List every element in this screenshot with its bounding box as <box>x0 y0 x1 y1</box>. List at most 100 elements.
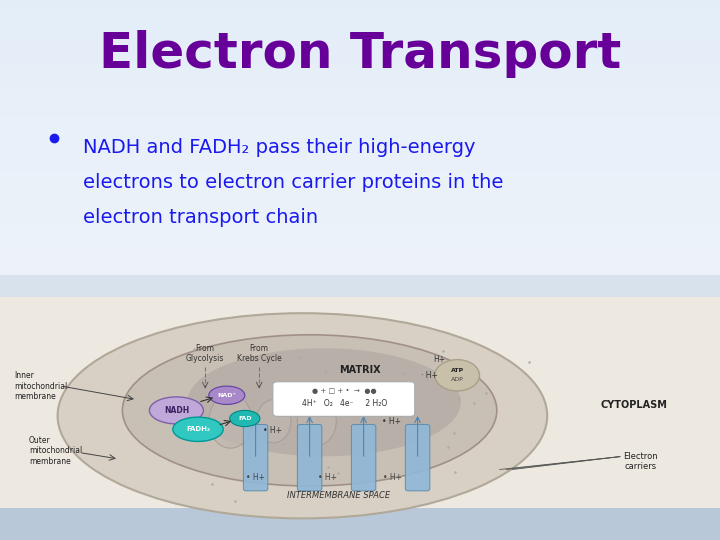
FancyBboxPatch shape <box>243 424 268 491</box>
Bar <box>0 207 720 216</box>
Ellipse shape <box>209 386 245 404</box>
Bar <box>0 180 720 189</box>
Bar <box>0 324 720 333</box>
Bar <box>0 270 720 279</box>
Bar <box>0 504 720 513</box>
Bar <box>0 297 720 535</box>
Ellipse shape <box>230 410 260 427</box>
FancyBboxPatch shape <box>351 424 376 491</box>
Text: NAD⁺: NAD⁺ <box>217 393 236 398</box>
Text: electron transport chain: electron transport chain <box>83 208 318 227</box>
Text: • H+: • H+ <box>383 474 402 482</box>
Bar <box>0 423 720 432</box>
Bar <box>0 360 720 369</box>
Text: 4H⁺   O₂   4e⁻     2 H₂O: 4H⁺ O₂ 4e⁻ 2 H₂O <box>302 400 387 408</box>
Bar <box>0 477 720 486</box>
Bar <box>0 243 720 252</box>
Bar <box>0 288 720 297</box>
Bar <box>0 315 720 324</box>
Bar <box>0 405 720 414</box>
Bar <box>0 135 720 144</box>
Bar <box>0 441 720 450</box>
Bar <box>0 279 720 288</box>
Bar <box>0 54 720 63</box>
Ellipse shape <box>173 417 223 442</box>
Bar <box>0 225 720 234</box>
Text: From
Krebs Cycle: From Krebs Cycle <box>237 344 282 363</box>
Ellipse shape <box>256 400 291 443</box>
Text: Outer
mitochondrial
membrane: Outer mitochondrial membrane <box>29 436 82 466</box>
Bar <box>0 486 720 495</box>
Text: • H+: • H+ <box>263 427 282 435</box>
Bar <box>0 333 720 342</box>
Bar <box>0 351 720 360</box>
Bar <box>0 369 720 378</box>
Ellipse shape <box>187 348 461 456</box>
Text: INTERMEMBRANE SPACE: INTERMEMBRANE SPACE <box>287 491 390 500</box>
Bar <box>0 63 720 72</box>
Bar <box>0 9 720 18</box>
Text: ● + □ + •  →  ●●: ● + □ + • → ●● <box>312 388 377 394</box>
Bar <box>0 117 720 126</box>
Bar <box>0 36 720 45</box>
Bar <box>0 45 720 54</box>
Bar <box>0 189 720 198</box>
Ellipse shape <box>58 313 547 518</box>
Text: • H+: • H+ <box>246 474 265 482</box>
Text: Electron Transport: Electron Transport <box>99 30 621 78</box>
Bar <box>0 414 720 423</box>
Bar <box>0 275 720 297</box>
Text: FAD: FAD <box>238 416 251 421</box>
Ellipse shape <box>209 394 252 448</box>
Bar <box>0 162 720 171</box>
FancyBboxPatch shape <box>405 424 430 491</box>
Text: ATP: ATP <box>451 368 464 373</box>
Text: CYTOPLASM: CYTOPLASM <box>600 400 667 410</box>
Bar <box>0 342 720 351</box>
Bar <box>0 261 720 270</box>
Text: NADH and FADH₂ pass their high-energy: NADH and FADH₂ pass their high-energy <box>83 138 475 157</box>
Text: Inner
mitochondrial
membrane: Inner mitochondrial membrane <box>14 371 68 401</box>
Bar <box>0 306 720 315</box>
Text: MATRIX: MATRIX <box>339 365 381 375</box>
Text: H+: H+ <box>433 355 445 363</box>
Bar <box>0 108 720 117</box>
Ellipse shape <box>122 335 497 486</box>
Bar <box>0 495 720 504</box>
Bar <box>0 450 720 459</box>
Bar <box>0 99 720 108</box>
Text: • H+: • H+ <box>318 474 337 482</box>
Ellipse shape <box>297 397 336 445</box>
Bar <box>0 513 720 522</box>
FancyBboxPatch shape <box>273 382 415 416</box>
Text: From
Glycolysis: From Glycolysis <box>186 344 225 363</box>
Bar <box>0 198 720 207</box>
Bar <box>0 468 720 477</box>
Bar <box>0 216 720 225</box>
Bar <box>0 126 720 135</box>
Bar <box>0 18 720 27</box>
Text: NADH: NADH <box>163 406 189 415</box>
Bar <box>0 531 720 540</box>
Bar <box>0 72 720 81</box>
Text: ADP: ADP <box>451 376 464 382</box>
Text: electrons to electron carrier proteins in the: electrons to electron carrier proteins i… <box>83 173 503 192</box>
Bar <box>0 27 720 36</box>
Bar <box>0 144 720 153</box>
Bar <box>0 153 720 162</box>
Text: · H+: · H+ <box>421 371 438 380</box>
Bar <box>0 234 720 243</box>
Bar <box>0 90 720 99</box>
Text: FADH₂: FADH₂ <box>186 426 210 433</box>
Bar <box>0 171 720 180</box>
Text: • H+: • H+ <box>382 417 400 426</box>
Ellipse shape <box>435 360 480 391</box>
Bar <box>0 81 720 90</box>
Bar <box>0 378 720 387</box>
Text: Electron
carriers: Electron carriers <box>624 452 658 471</box>
Ellipse shape <box>150 397 204 424</box>
Bar <box>0 459 720 468</box>
Bar <box>0 508 720 540</box>
Bar <box>0 522 720 531</box>
Bar <box>0 396 720 405</box>
